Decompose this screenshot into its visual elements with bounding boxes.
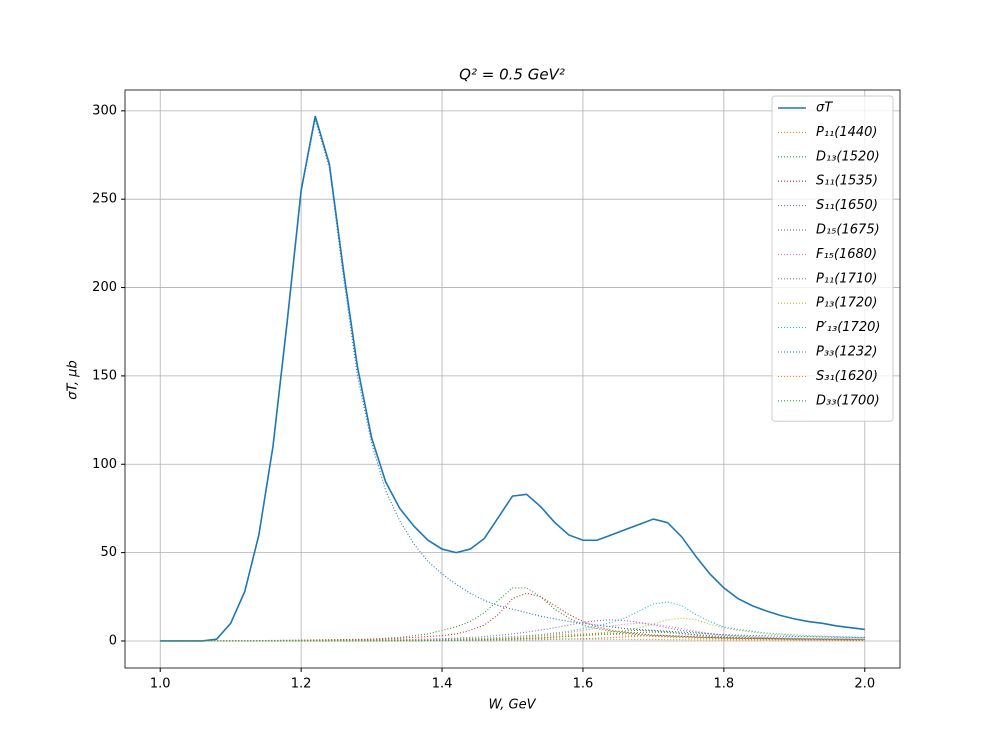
x-tick-label: 2.0 <box>854 677 875 692</box>
legend-label: S₃₁(1620) <box>816 369 878 384</box>
y-tick-label: 200 <box>92 280 117 295</box>
legend-label: P₁₃(1720) <box>816 296 878 311</box>
legend-box <box>771 95 894 422</box>
legend-label: F₁₅(1680) <box>816 247 877 262</box>
y-axis-label: σT, μb <box>66 360 81 399</box>
series-line <box>160 119 865 642</box>
legend-label: P₁₁(1440) <box>816 125 878 140</box>
legend-label: P₁₁(1710) <box>816 271 878 286</box>
legend-label: P′₁₃(1720) <box>816 320 880 335</box>
x-tick-label: 1.0 <box>150 677 171 692</box>
legend-label: S₁₁(1650) <box>816 198 878 213</box>
x-tick-label: 1.4 <box>432 677 453 692</box>
legend-label: S₁₁(1535) <box>816 174 878 189</box>
y-tick-label: 50 <box>100 545 117 560</box>
y-tick-label: 150 <box>92 368 117 383</box>
y-tick-label: 0 <box>109 633 117 648</box>
x-axis-label: W, GeV <box>488 698 536 713</box>
legend-label: P₃₃(1232) <box>816 345 878 360</box>
y-tick-label: 250 <box>92 192 117 207</box>
chart-title: Q² = 0.5 GeV² <box>459 66 565 84</box>
y-tick-label: 100 <box>92 457 117 472</box>
legend-label: σT <box>816 101 833 116</box>
series-line <box>160 631 865 642</box>
y-tick-label: 300 <box>92 103 117 118</box>
series-line <box>160 115 865 642</box>
x-tick-label: 1.2 <box>291 677 312 692</box>
x-tick-label: 1.6 <box>573 677 594 692</box>
legend-label: D₁₃(1520) <box>816 149 880 164</box>
plot-frame <box>124 89 901 669</box>
legend-label: D₃₃(1700) <box>816 393 880 408</box>
legend-label: D₁₅(1675) <box>816 223 880 238</box>
x-tick-label: 1.8 <box>714 677 735 692</box>
